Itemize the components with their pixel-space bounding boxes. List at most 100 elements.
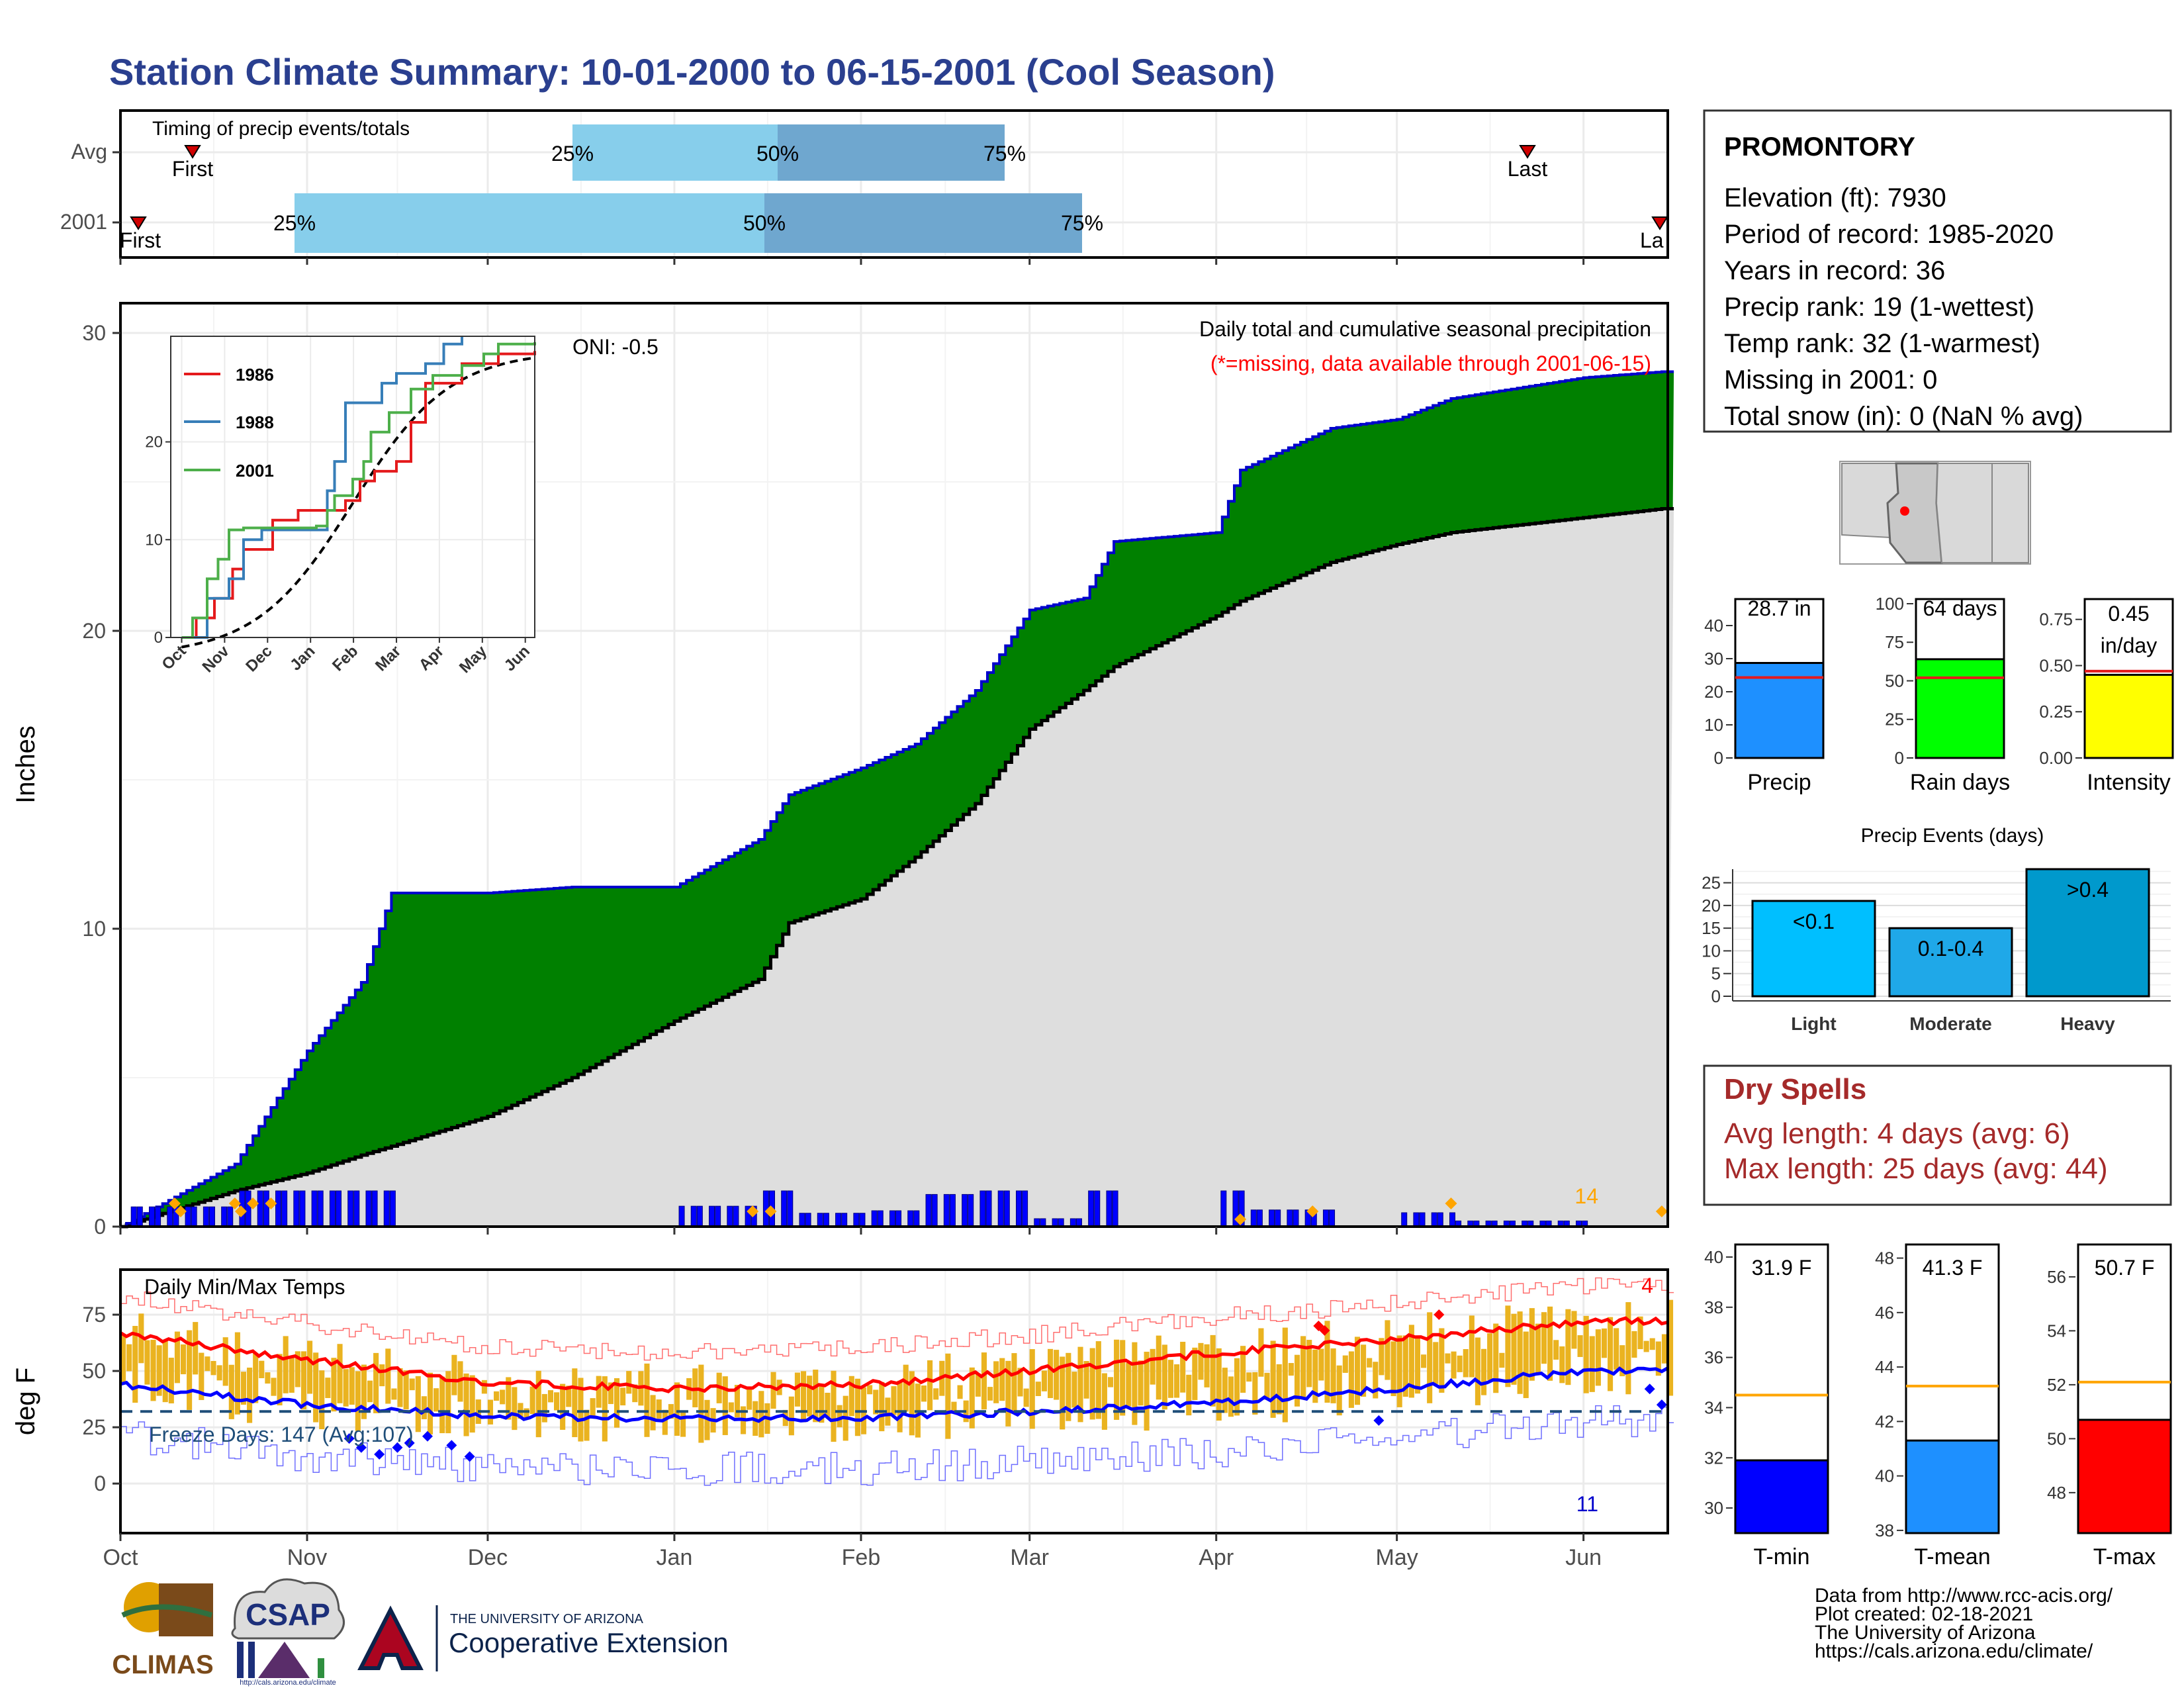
- daily-precip-bar: [962, 1194, 968, 1227]
- daily-temp-bar: [1035, 1382, 1041, 1397]
- daily-temp-bar: [397, 1368, 403, 1407]
- daily-precip-bar: [1329, 1209, 1336, 1227]
- daily-temp-bar: [1511, 1313, 1517, 1385]
- csap-logo: CSAP http://cals.arizona.edu/climate: [231, 1578, 345, 1687]
- daily-temp-bar: [1668, 1299, 1674, 1396]
- station-period: Period of record: 1985-2020: [1724, 220, 2054, 249]
- daily-temp-bar: [1071, 1372, 1077, 1408]
- daily-temp-bar: [1421, 1354, 1427, 1368]
- precip-y-tick-label: 0: [94, 1215, 106, 1239]
- daily-temp-bar: [1414, 1336, 1421, 1394]
- daily-precip-bar: [949, 1194, 956, 1227]
- month-label: Nov: [287, 1545, 327, 1570]
- daily-temp-bar: [1138, 1360, 1144, 1406]
- daily-temp-bar: [1180, 1341, 1186, 1393]
- heavy-event-diamond: [174, 1205, 187, 1217]
- summary-bar-y-tick-label: 0: [1714, 748, 1723, 768]
- record-low-marker: [1373, 1415, 1385, 1426]
- daily-precip-bar: [733, 1205, 739, 1227]
- temp-bar-value-label: 31.9 F: [1752, 1256, 1812, 1280]
- csap-url: http://cals.arizona.edu/climate: [240, 1679, 336, 1687]
- station-elevation: Elevation (ft): 7930: [1724, 183, 1946, 212]
- summary-bar-y-tick-label: 0.00: [2039, 748, 2073, 768]
- summary-bar-value-label: 28.7 in: [1747, 596, 1811, 620]
- daily-temp-bar: [313, 1352, 319, 1423]
- temp-y-tick-label: 50: [82, 1359, 106, 1383]
- events-bar-label: >0.4: [2067, 878, 2109, 902]
- temp-bar-category-label: T-mean: [1914, 1544, 1990, 1570]
- daily-precip-bar: [823, 1213, 829, 1227]
- daily-temp-bar: [193, 1322, 199, 1375]
- daily-temp-bar: [1529, 1308, 1535, 1381]
- daily-temp-bar: [1095, 1341, 1101, 1419]
- summary-bar-y-tick-label: 75: [1885, 632, 1904, 652]
- precip-panel-frame: [119, 302, 1669, 1228]
- daily-temp-bar: [1156, 1335, 1161, 1400]
- daily-temp-bar: [222, 1337, 228, 1386]
- daily-precip-bar: [895, 1210, 902, 1227]
- daily-temp-bar: [174, 1331, 180, 1383]
- daily-temp-bar: [463, 1373, 469, 1436]
- temp-bar-y-tick-label: 44: [1875, 1357, 1894, 1377]
- daily-precip-bar: [907, 1210, 914, 1227]
- avg-max-line: [119, 1316, 1668, 1393]
- daily-precip-bar: [1094, 1190, 1101, 1227]
- daily-temp-bar: [656, 1399, 662, 1419]
- timing-panel: Timing of precip events/totals Avg 2001 …: [60, 109, 1669, 265]
- daily-precip-bar: [871, 1210, 878, 1227]
- daily-temp-bar: [469, 1375, 475, 1433]
- daily-precip-bar: [943, 1194, 950, 1227]
- daily-temp-bar: [854, 1378, 860, 1436]
- ua-block-a: [357, 1605, 424, 1670]
- record-markers: [343, 1309, 1667, 1462]
- daily-temp-bar: [300, 1351, 307, 1410]
- daily-temp-bar: [999, 1358, 1005, 1401]
- inset-1986-line: [181, 351, 536, 639]
- daily-temp-bar: [674, 1382, 680, 1436]
- daily-temp-bar: [1005, 1360, 1011, 1427]
- daily-temp-bar: [578, 1378, 584, 1442]
- daily-temp-bar: [1373, 1362, 1379, 1399]
- daily-precip-bar: [968, 1194, 974, 1227]
- daily-temp-bar: [1469, 1315, 1475, 1378]
- daily-temp-bar: [837, 1405, 842, 1428]
- daily-temp-bar: [909, 1371, 915, 1436]
- daily-precip-bar: [1322, 1209, 1329, 1227]
- daily-precip-bar: [841, 1213, 848, 1227]
- month-label: Apr: [1199, 1545, 1234, 1570]
- daily-precip-bar: [1413, 1212, 1420, 1227]
- daily-temp-bar: [1144, 1352, 1150, 1431]
- csap-mountain: [258, 1642, 310, 1678]
- daily-temp-bar: [349, 1367, 355, 1405]
- climas-logo: CLIMAS: [111, 1582, 214, 1679]
- dry-spells-avg: Avg length: 4 days (avg: 6): [1724, 1117, 2070, 1150]
- daily-temp-bar: [253, 1352, 259, 1403]
- daily-temp-bar: [951, 1401, 957, 1411]
- daily-temp-bar: [1060, 1356, 1066, 1430]
- avg-min-line: [120, 1366, 1669, 1423]
- precip-panel-title: Daily total and cumulative seasonal prec…: [1199, 317, 1651, 341]
- precip-y-tick-label: 10: [82, 917, 106, 941]
- daily-precip-bar: [1287, 1209, 1293, 1227]
- daily-temp-bar: [1535, 1323, 1541, 1375]
- temp-bar-y-tick-label: 48: [1875, 1248, 1894, 1268]
- daily-temp-bar: [427, 1372, 433, 1434]
- daily-temp-bar: [307, 1340, 313, 1394]
- daily-precip-bar: [317, 1190, 324, 1227]
- summary-bar-y-tick-label: 0.50: [2039, 655, 2073, 675]
- daily-temp-bar: [1089, 1348, 1095, 1420]
- csap-cactus: [318, 1658, 324, 1678]
- daily-temp-bar: [1336, 1365, 1342, 1416]
- daily-temp-bar: [1439, 1328, 1445, 1393]
- daily-temp-bar: [451, 1354, 457, 1395]
- daily-temp-bar: [1114, 1339, 1120, 1420]
- daily-temp-bar: [1270, 1340, 1276, 1418]
- summary-bar-value-label: 0.45: [2108, 602, 2149, 626]
- daily-temp-bar: [547, 1390, 554, 1403]
- daily-temp-bar: [873, 1389, 879, 1415]
- daily-temp-bar: [1252, 1372, 1258, 1415]
- daily-temp-bar: [608, 1382, 614, 1405]
- ua-cooperative-extension: Cooperative Extension: [449, 1627, 729, 1658]
- daily-precip-bar: [913, 1210, 920, 1227]
- daily-temp-bar: [1571, 1311, 1577, 1349]
